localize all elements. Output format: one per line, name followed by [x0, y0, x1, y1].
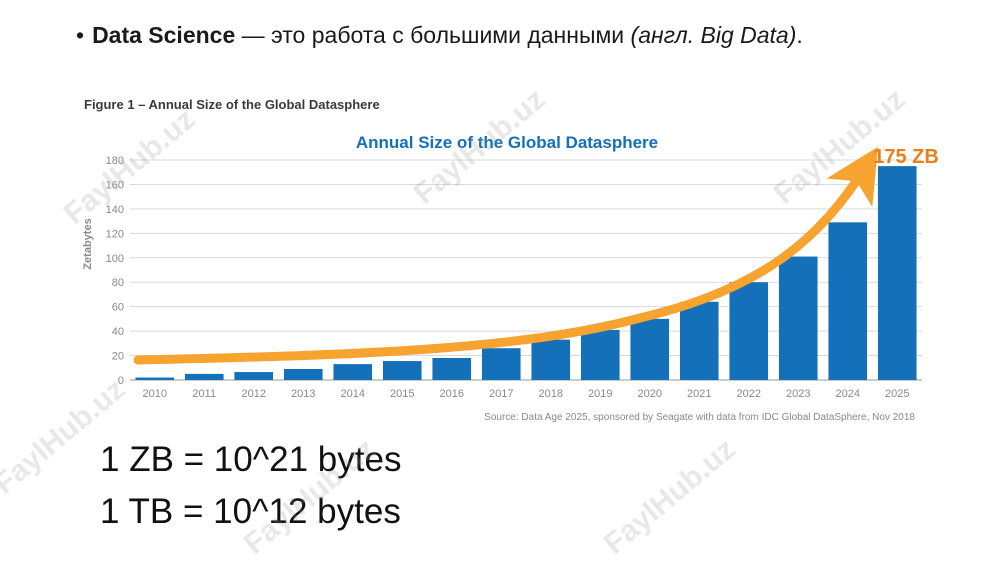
bullet-bold: Data Science	[92, 22, 236, 48]
bullet-body: — это работа с большими данными	[235, 22, 631, 48]
y-tick-label: 0	[118, 375, 124, 387]
bar-2016	[432, 358, 472, 380]
x-tick-label: 2011	[192, 388, 216, 400]
y-tick-label: 20	[112, 351, 124, 363]
x-tick-label: 2024	[836, 388, 860, 400]
bar-2012	[234, 372, 274, 380]
y-tick-label: 180	[106, 155, 124, 167]
figure-caption: Figure 1 – Annual Size of the Global Dat…	[84, 97, 380, 112]
x-tick-label: 2010	[143, 388, 167, 400]
bar-2018	[531, 339, 571, 380]
x-tick-label: 2014	[341, 388, 365, 400]
y-tick-label: 40	[112, 326, 124, 338]
x-tick-label: 2020	[638, 388, 662, 400]
bar-2021	[679, 301, 719, 380]
y-tick-label: 160	[106, 179, 124, 191]
x-tick-label: 2017	[489, 388, 513, 400]
bar-2022	[729, 282, 769, 380]
chart-title: Annual Size of the Global Datasphere	[356, 133, 658, 152]
x-tick-label: 2019	[588, 388, 612, 400]
bar-2024	[828, 222, 868, 380]
y-tick-label: 80	[112, 277, 124, 289]
equation-tb: 1 TB = 10^12 bytes	[100, 492, 401, 531]
bar-2019	[580, 329, 620, 380]
y-tick-label: 100	[106, 253, 124, 265]
equation-zb: 1 ZB = 10^21 bytes	[100, 440, 402, 479]
x-tick-label: 2015	[390, 388, 414, 400]
trend-arrow	[133, 146, 878, 365]
chart-source: Source: Data Age 2025, sponsored by Seag…	[484, 412, 915, 423]
y-tick-label: 120	[106, 228, 124, 240]
bar-2025	[877, 166, 917, 380]
x-tick-label: 2018	[539, 388, 563, 400]
bullet-italic: (англ. Big Data)	[630, 22, 797, 48]
y-tick-label: 140	[106, 204, 124, 216]
bar-2023	[778, 256, 818, 380]
x-tick-label: 2021	[687, 388, 711, 400]
bar-2010	[135, 377, 175, 380]
bar-2017	[481, 348, 521, 380]
bullet-end: .	[796, 22, 803, 48]
x-tick-label: 2023	[786, 388, 810, 400]
bar-2014	[333, 364, 373, 380]
x-tick-label: 2022	[737, 388, 761, 400]
x-tick-label: 2025	[885, 388, 909, 400]
x-tick-label: 2013	[291, 388, 315, 400]
bar-2020	[630, 318, 670, 380]
bar-2011	[184, 373, 224, 380]
bullet-dot: •	[76, 22, 85, 48]
bar-2013	[283, 369, 323, 380]
y-tick-label: 60	[112, 302, 124, 314]
bar-2015	[382, 361, 422, 380]
x-tick-label: 2012	[242, 388, 266, 400]
x-tick-label: 2016	[440, 388, 464, 400]
callout-175zb: 175 ZB	[873, 146, 939, 168]
y-axis-label: Zetabytes	[82, 218, 94, 269]
bullet-text: • Data Science — это работа с большими да…	[76, 22, 803, 49]
